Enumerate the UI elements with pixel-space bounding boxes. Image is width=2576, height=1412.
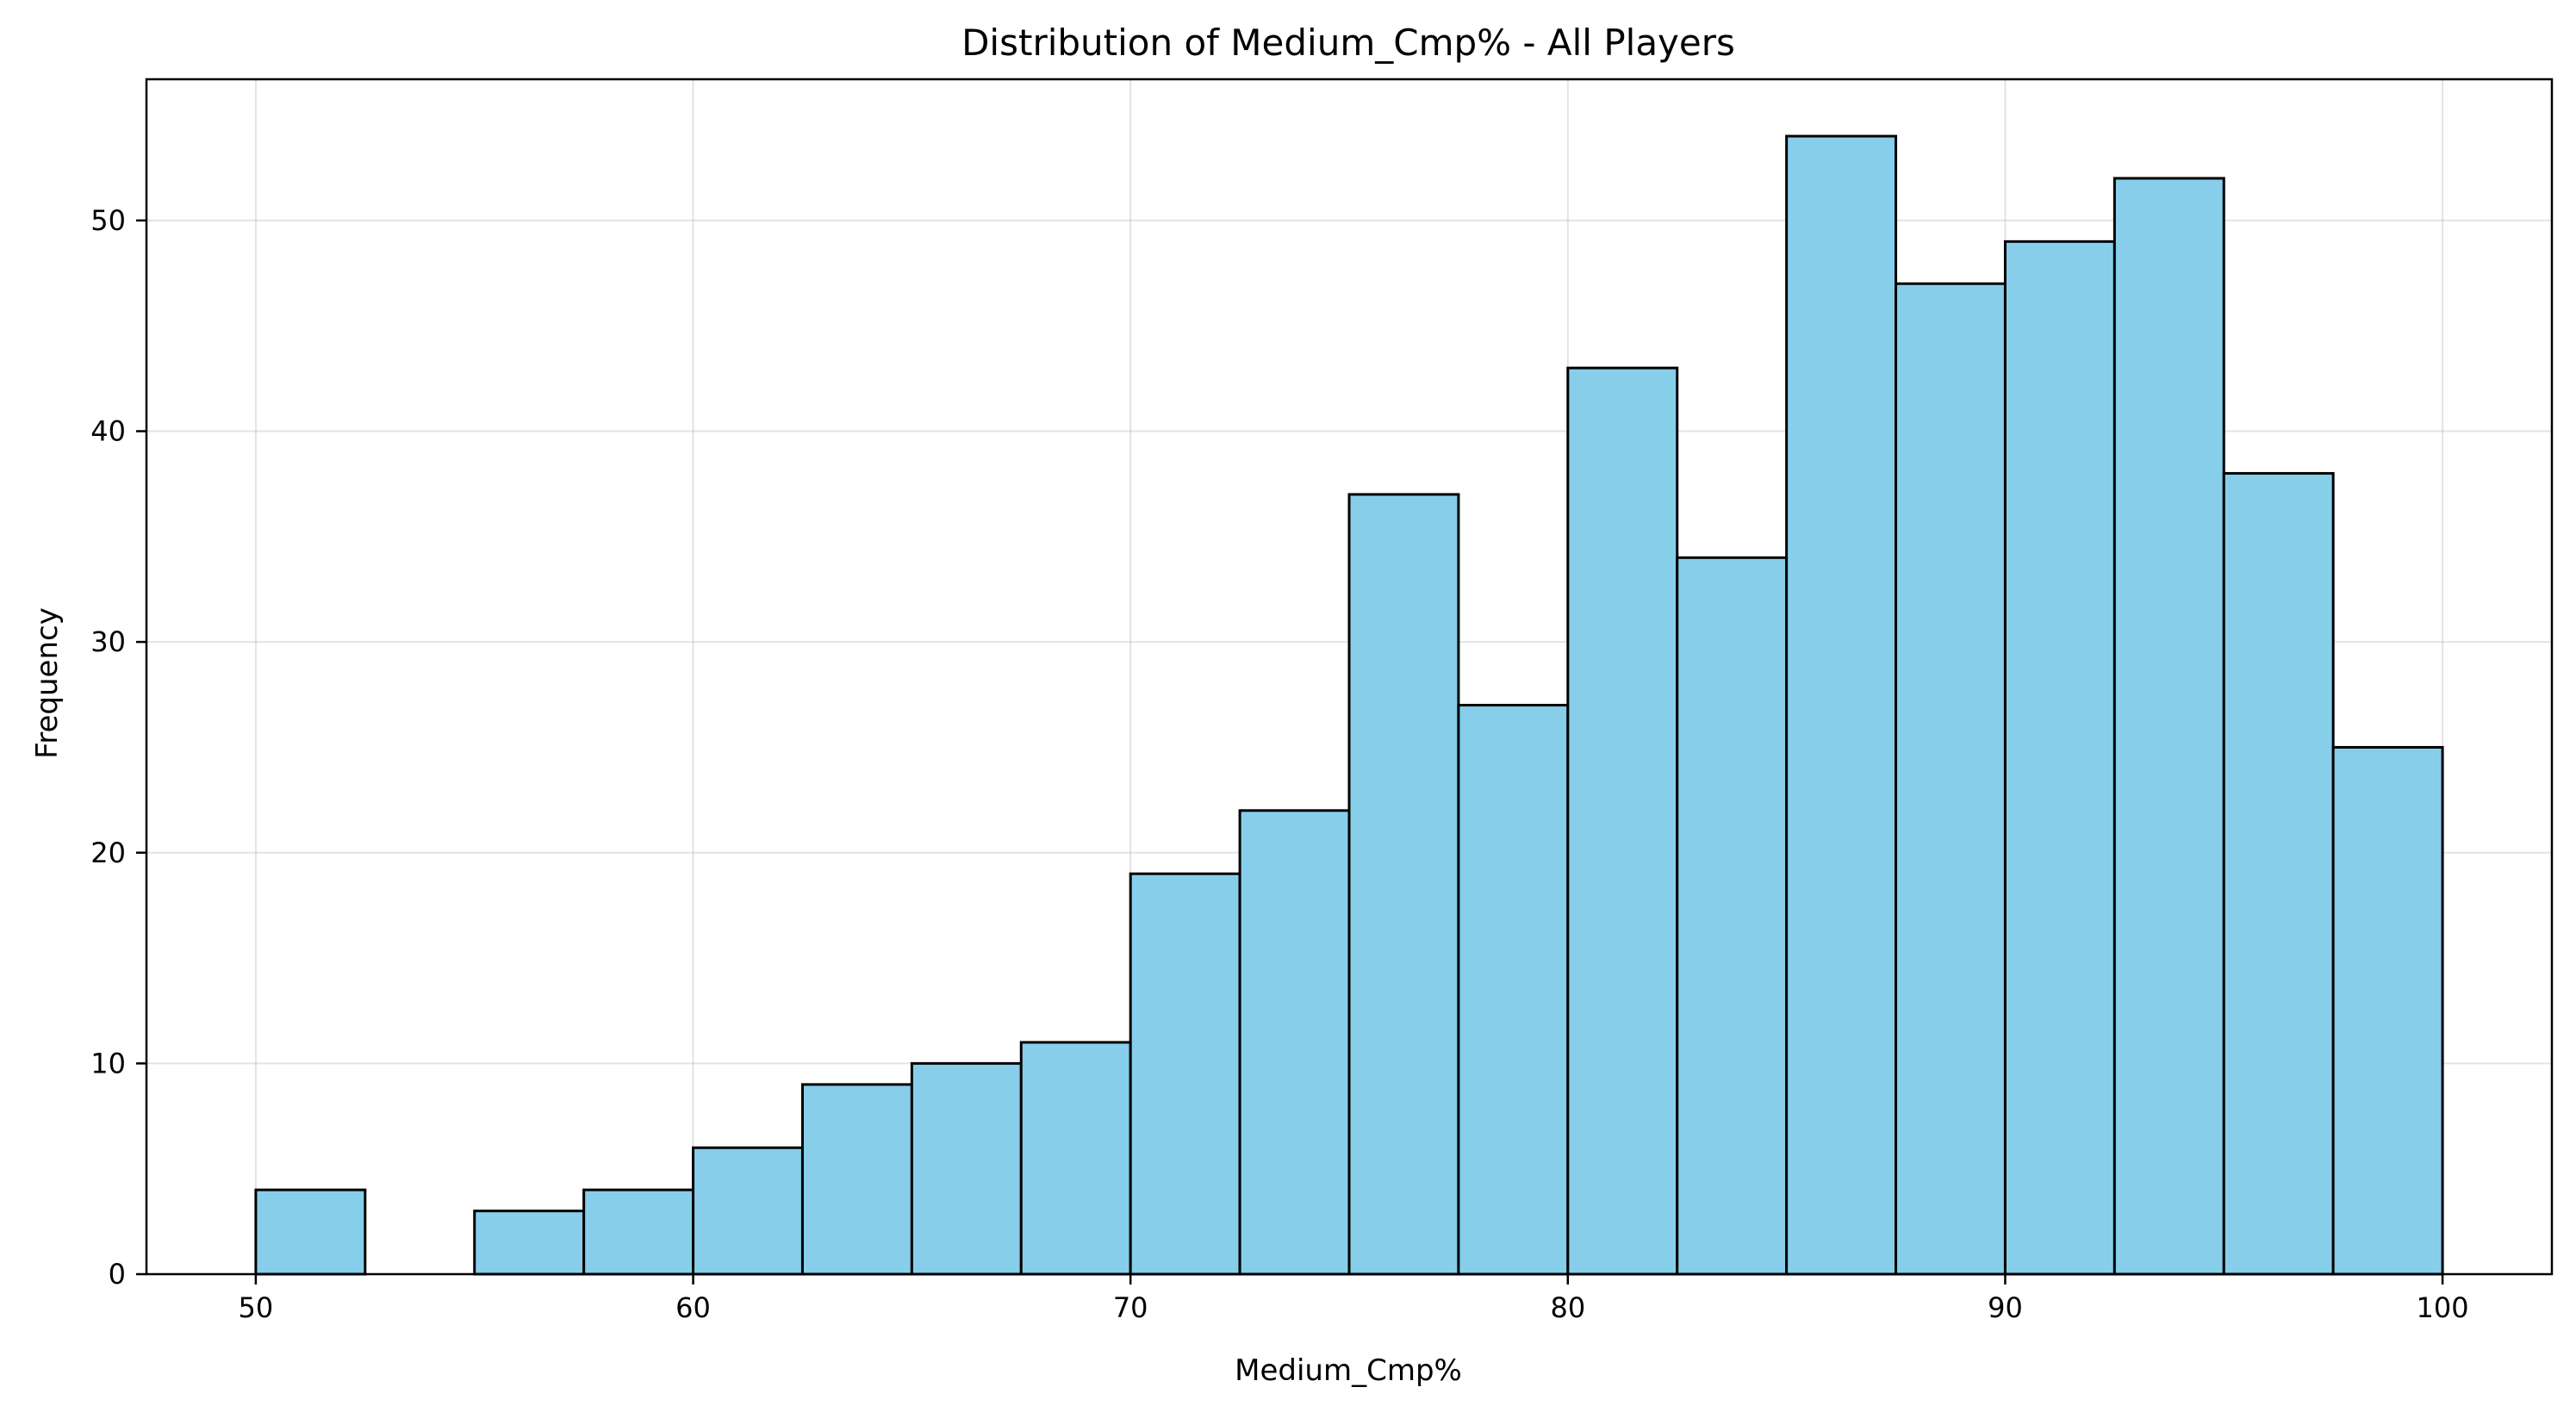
- y-tick-label: 10: [90, 1047, 126, 1079]
- histogram-bar: [1566, 366, 1679, 1276]
- histogram-bar: [1895, 282, 2007, 1276]
- y-axis-label: Frequency: [30, 607, 65, 759]
- histogram-bar: [582, 1188, 695, 1276]
- y-tick-label: 0: [109, 1258, 126, 1291]
- x-tick-label: 70: [1113, 1291, 1148, 1324]
- x-axis-ticks: 50 60 70 80 90 100: [239, 1274, 2469, 1324]
- plot-frame: [145, 78, 2554, 1276]
- histogram-bar: [1019, 1041, 1132, 1276]
- histogram-bar: [1129, 872, 1241, 1276]
- x-tick-label: 80: [1550, 1291, 1585, 1324]
- histogram-bar: [1238, 809, 1351, 1276]
- y-tick-label: 30: [90, 625, 126, 658]
- x-tick-label: 50: [239, 1291, 274, 1324]
- histogram-bars: [254, 134, 2444, 1276]
- x-tick-label: 90: [1988, 1291, 2023, 1324]
- histogram-bar: [2112, 177, 2225, 1276]
- chart-title: Distribution of Medium_Cmp% - All Player…: [961, 22, 1735, 64]
- histogram-bar: [2331, 745, 2444, 1276]
- histogram-bar: [1785, 134, 1898, 1276]
- y-tick-label: 20: [90, 837, 126, 869]
- histogram-bar: [1347, 493, 1460, 1276]
- histogram-bar: [2003, 239, 2116, 1276]
- histogram-bar: [800, 1083, 913, 1276]
- histogram-bar: [910, 1061, 1023, 1276]
- histogram-bar: [473, 1210, 586, 1276]
- x-tick-label: 60: [675, 1291, 711, 1324]
- y-tick-label: 50: [90, 204, 126, 237]
- y-tick-label: 40: [90, 415, 126, 448]
- histogram-bar: [1676, 556, 1789, 1276]
- x-axis-label: Medium_Cmp%: [1235, 1353, 1462, 1388]
- histogram-bar: [692, 1146, 804, 1276]
- histogram-bar: [2222, 471, 2335, 1276]
- y-axis-ticks: 0 10 20 30 40 50: [90, 204, 146, 1291]
- histogram-bar: [254, 1188, 367, 1276]
- x-tick-label: 100: [2417, 1291, 2469, 1324]
- histogram-bar: [1457, 704, 1570, 1276]
